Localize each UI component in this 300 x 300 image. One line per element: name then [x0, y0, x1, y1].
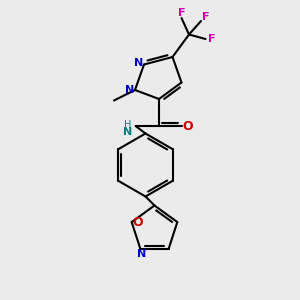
Text: O: O	[182, 119, 193, 133]
Text: O: O	[132, 216, 143, 229]
Text: F: F	[202, 12, 209, 22]
Text: F: F	[208, 34, 215, 44]
Text: N: N	[125, 85, 134, 95]
Text: H: H	[124, 119, 131, 130]
Text: F: F	[178, 8, 185, 19]
Text: N: N	[137, 249, 146, 259]
Text: N: N	[123, 127, 132, 137]
Text: N: N	[134, 58, 143, 68]
